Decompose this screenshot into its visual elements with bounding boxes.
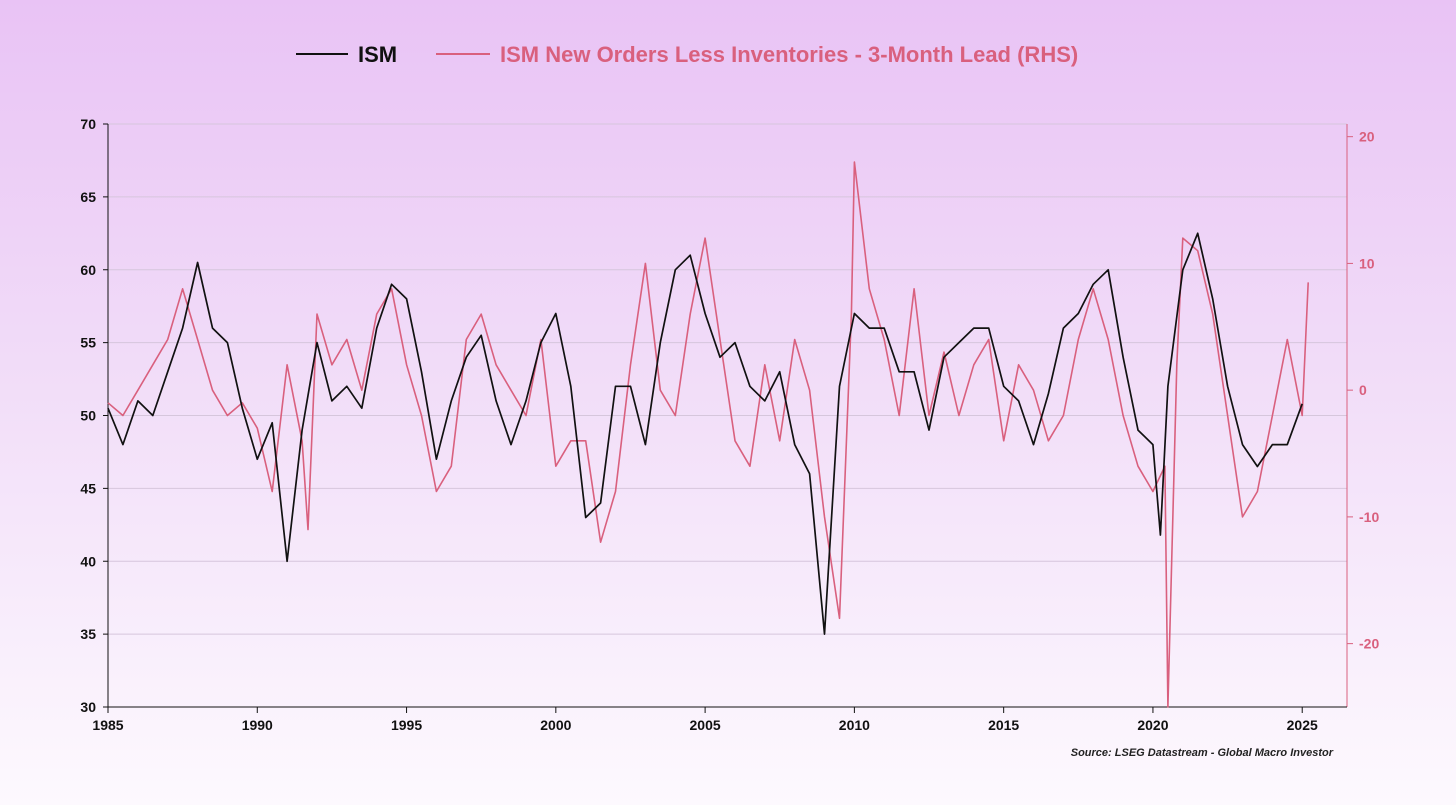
right-tick-label-20: 20: [1359, 129, 1375, 145]
grid-lines: [108, 123, 1347, 635]
x-tick-label-2015: 2015: [988, 717, 1019, 733]
left-tick-label-30: 30: [80, 699, 96, 715]
left-tick-label-60: 60: [80, 262, 96, 278]
left-tick-label-55: 55: [80, 335, 96, 351]
right-tick-label--20: -20: [1359, 636, 1379, 652]
legend-noi-label: ISM New Orders Less Inventories - 3-Mont…: [500, 42, 1078, 67]
x-tick-label-1985: 1985: [92, 717, 123, 733]
left-tick-label-40: 40: [80, 553, 96, 569]
legend: ISM ISM New Orders Less Inventories - 3-…: [296, 42, 1078, 67]
x-tick-label-1990: 1990: [242, 717, 273, 733]
series-layer: [107, 161, 1309, 708]
axes: [103, 123, 1353, 713]
right-tick-label-0: 0: [1359, 382, 1367, 398]
x-tick-label-2020: 2020: [1137, 717, 1168, 733]
series-noi-line: [107, 161, 1309, 708]
tick-labels: 30 35 40 45 50 55 60 65 70 -20 -10 0 10 20 1985 1990 199…: [80, 116, 1379, 733]
x-tick-label-1995: 1995: [391, 717, 422, 733]
legend-ism-label: ISM: [358, 42, 397, 67]
right-tick-label--10: -10: [1359, 509, 1379, 525]
x-tick-label-2000: 2000: [540, 717, 571, 733]
left-tick-label-65: 65: [80, 189, 96, 205]
source-note: Source: LSEG Datastream - Global Macro I…: [1071, 747, 1334, 759]
x-tick-label-2005: 2005: [690, 717, 721, 733]
x-tick-label-2025: 2025: [1287, 717, 1318, 733]
left-tick-label-35: 35: [80, 626, 96, 642]
right-tick-label-10: 10: [1359, 255, 1375, 271]
series-ism-line: [107, 232, 1303, 635]
left-tick-label-50: 50: [80, 408, 96, 424]
left-tick-label-70: 70: [80, 116, 96, 132]
x-tick-label-2010: 2010: [839, 717, 870, 733]
left-tick-label-45: 45: [80, 480, 96, 496]
